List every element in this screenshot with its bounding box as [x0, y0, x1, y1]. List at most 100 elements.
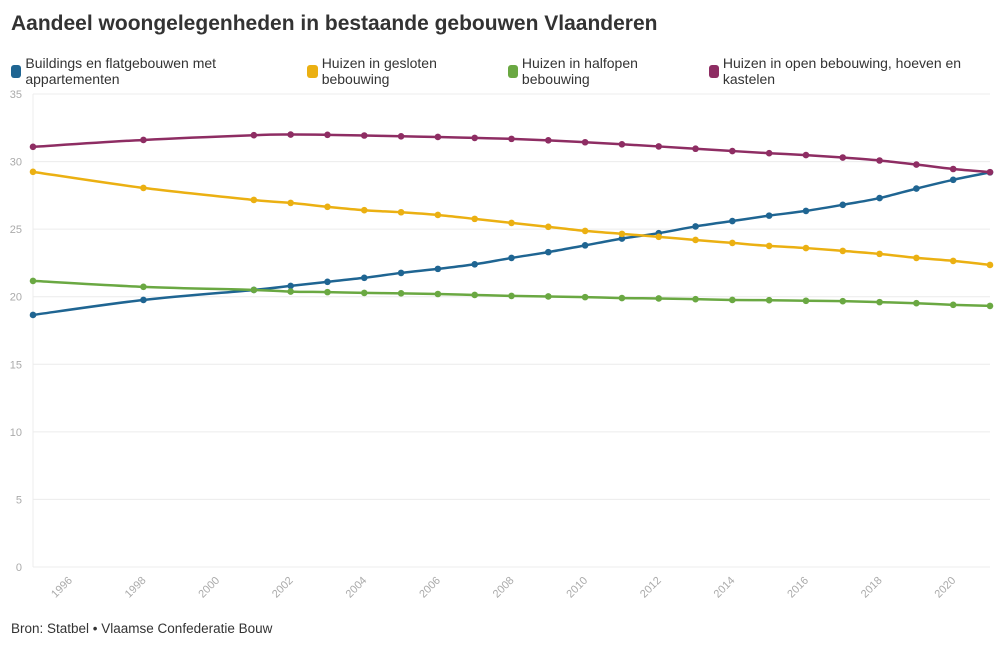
x-tick-label: 2020 [933, 575, 959, 601]
data-point [287, 131, 294, 138]
legend-swatch [507, 64, 518, 78]
data-point [692, 145, 699, 153]
x-tick-label: 2002 [270, 575, 296, 601]
data-point [876, 194, 883, 202]
x-tick-label: 2006 [417, 575, 443, 601]
data-point [839, 154, 847, 161]
data-point [397, 290, 405, 297]
data-point [729, 239, 736, 247]
data-point [324, 131, 331, 139]
data-point [765, 149, 773, 157]
data-point [765, 242, 773, 250]
data-point [618, 140, 626, 148]
data-point [434, 133, 442, 141]
legend-item[interactable]: Huizen in open bebouwing, hoeven en kast… [708, 55, 1000, 87]
x-tick-label: 2016 [785, 575, 811, 601]
data-point [729, 217, 736, 225]
x-tick-label: 2000 [196, 575, 222, 601]
legend-label: Buildings en flatgebouwen met appartemen… [25, 55, 217, 87]
data-point [508, 254, 515, 262]
data-point [839, 201, 847, 209]
data-point [434, 211, 442, 219]
data-point [287, 288, 294, 295]
data-point [729, 147, 736, 155]
data-point [729, 296, 736, 304]
data-point [29, 311, 37, 319]
data-point [692, 236, 699, 244]
legend-item[interactable]: Buildings en flatgebouwen met appartemen… [11, 55, 297, 87]
data-point [324, 203, 331, 211]
data-point [324, 278, 331, 286]
data-point [949, 301, 957, 309]
data-point [471, 134, 478, 142]
x-tick-label: 1996 [49, 575, 75, 601]
y-tick-label: 30 [10, 157, 22, 169]
data-point [360, 132, 368, 139]
x-tick-label: 2010 [564, 575, 590, 601]
data-point [876, 298, 883, 306]
data-point [434, 290, 442, 298]
data-point [949, 257, 957, 265]
data-point [618, 230, 626, 238]
legend-label: Huizen in open bebouwing, hoeven en kast… [722, 55, 962, 87]
data-point [581, 227, 589, 235]
data-point [581, 138, 589, 146]
data-point [140, 283, 147, 291]
data-point [471, 291, 478, 299]
legend-item[interactable]: Huizen in halfopen bebouwing [507, 55, 699, 87]
legend-swatch [11, 64, 22, 78]
data-point [508, 292, 515, 300]
data-point [140, 296, 147, 304]
data-point [913, 299, 920, 307]
x-tick-label: 1998 [123, 575, 149, 601]
data-point [581, 242, 589, 249]
data-point [545, 293, 552, 300]
data-point [692, 295, 699, 303]
source-note: Bron: Statbel • Vlaamse Confederatie Bou… [11, 621, 273, 636]
y-tick-label: 0 [16, 562, 22, 574]
data-point [29, 143, 37, 151]
legend-label: Huizen in halfopen bebouwing [521, 55, 638, 87]
data-point [876, 250, 883, 258]
data-point [949, 165, 957, 173]
data-point [765, 212, 773, 219]
data-point [949, 176, 957, 184]
y-tick-label: 10 [10, 427, 22, 439]
data-point [655, 143, 663, 150]
data-point [545, 137, 552, 144]
data-point [802, 151, 810, 159]
data-point [765, 296, 773, 304]
data-point [140, 184, 147, 192]
data-point [508, 219, 515, 227]
data-point [250, 196, 258, 204]
data-point [360, 289, 368, 297]
data-point [986, 168, 994, 176]
data-point [545, 223, 552, 231]
series-line [32, 170, 991, 267]
data-point [360, 206, 368, 214]
data-point [324, 288, 331, 296]
legend-label: Huizen in gesloten bebouwing [321, 55, 437, 87]
y-tick-label: 25 [10, 224, 22, 236]
data-point [397, 208, 405, 216]
data-point [618, 294, 626, 302]
data-point [802, 297, 810, 305]
data-point [287, 199, 294, 207]
data-point [839, 247, 847, 255]
data-point [471, 215, 478, 223]
data-point [250, 286, 258, 294]
data-point [471, 260, 478, 268]
data-point [986, 261, 994, 269]
y-tick-label: 15 [10, 359, 22, 371]
data-point [29, 168, 37, 176]
x-tick-label: 2012 [638, 575, 664, 601]
legend-item[interactable]: Huizen in gesloten bebouwing [307, 55, 497, 87]
x-tick-label: 2008 [491, 575, 517, 601]
chart-title: Aandeel woongelegenheden in bestaande ge… [11, 12, 658, 35]
data-point [655, 295, 663, 302]
data-point [913, 254, 920, 262]
data-point [434, 265, 442, 273]
legend-swatch [708, 64, 719, 78]
data-point [913, 161, 920, 168]
data-point [545, 248, 552, 256]
